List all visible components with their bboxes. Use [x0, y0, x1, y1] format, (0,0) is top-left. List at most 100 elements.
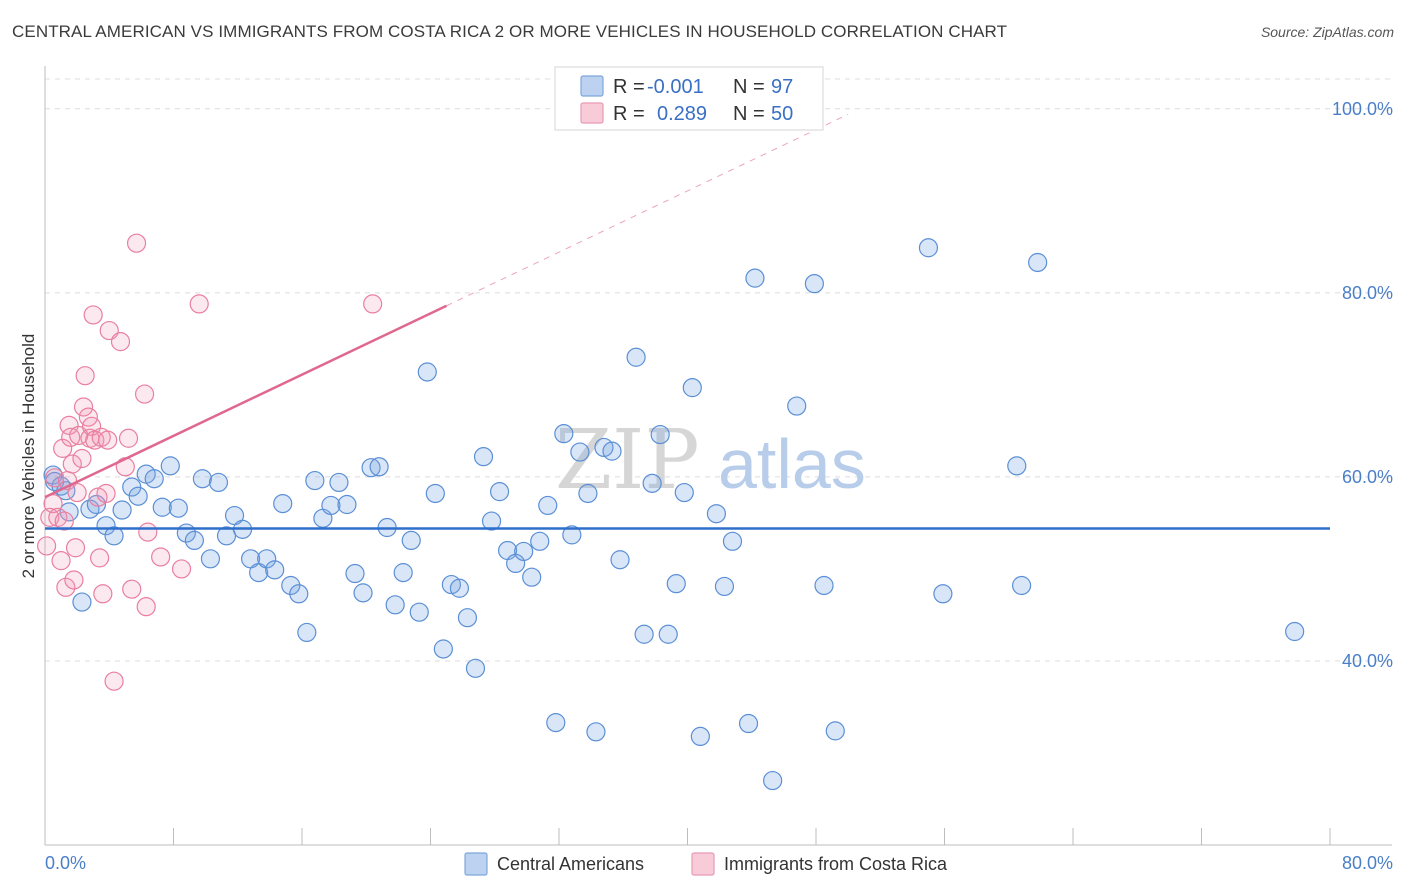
data-point-central-american [72, 592, 92, 612]
legend-swatch-pink [580, 102, 604, 124]
data-point-costa-rica [73, 397, 94, 417]
bottom-legend: Central Americans Immigrants from Costa … [464, 852, 948, 876]
data-point-central-american [104, 526, 124, 546]
data-point-costa-rica [83, 305, 103, 325]
source-label: Source: ZipAtlas.com [1260, 24, 1394, 40]
data-point-costa-rica [96, 483, 116, 504]
data-point-central-american [642, 473, 662, 493]
data-point-costa-rica [93, 584, 113, 604]
x-tick-label: 80.0% [1342, 853, 1393, 873]
data-point-central-american [289, 584, 309, 604]
data-point-central-american [86, 494, 107, 515]
bottom-legend-label-pink: Immigrants from Costa Rica [724, 854, 948, 874]
data-point-central-american [393, 563, 413, 583]
data-point-central-american [457, 608, 478, 628]
data-point-central-american [425, 483, 445, 504]
data-point-central-american [554, 424, 574, 444]
data-point-costa-rica [62, 454, 82, 474]
data-point-costa-rica [115, 457, 135, 477]
legend-r-label-blue: R = [613, 76, 645, 98]
data-point-central-american [706, 504, 727, 524]
data-point-central-american [329, 472, 349, 493]
points-layer [37, 233, 1305, 791]
data-point-central-american [297, 622, 317, 643]
data-point-central-american [273, 493, 293, 514]
data-point-central-american [152, 497, 172, 517]
data-point-central-american [610, 550, 630, 570]
chart-title: CENTRAL AMERICAN VS IMMIGRANTS FROM COST… [12, 22, 1008, 41]
data-point-central-american [409, 602, 429, 622]
data-point-costa-rica [64, 570, 84, 590]
data-point-central-american [787, 396, 807, 416]
data-point-costa-rica [136, 597, 156, 617]
data-point-central-american [666, 574, 686, 594]
bottom-legend-label-blue: Central Americans [497, 854, 644, 874]
data-point-central-american [1285, 621, 1305, 642]
y-axis-label: 2 or more Vehicles in Household [19, 334, 38, 579]
data-point-central-american [369, 457, 389, 477]
data-point-central-american [465, 658, 486, 678]
legend-n-label-blue: N = [733, 76, 765, 98]
bottom-legend-swatch-blue [464, 852, 488, 876]
data-point-central-american [168, 498, 188, 518]
legend-swatch-blue [580, 75, 604, 97]
data-point-costa-rica [110, 332, 131, 352]
watermark-atlas: atlas [718, 425, 866, 503]
bottom-legend-swatch-pink [691, 852, 715, 876]
data-point-costa-rica [37, 536, 57, 556]
y-tick-label: 60.0% [1342, 467, 1393, 487]
data-point-central-american [417, 362, 437, 382]
data-point-costa-rica [118, 428, 139, 448]
trend-line-costa-rica-extension [446, 113, 849, 307]
data-point-central-american [473, 447, 494, 467]
data-point-costa-rica [122, 579, 142, 599]
data-point-central-american [481, 511, 502, 531]
y-tick-label: 100.0% [1332, 99, 1393, 119]
data-point-costa-rica [363, 294, 383, 314]
data-point-central-american [1028, 252, 1048, 273]
data-point-central-american [546, 713, 566, 733]
trend-layer [44, 113, 1330, 530]
data-point-central-american [602, 441, 622, 461]
legend-n-value-pink: 50 [771, 103, 793, 125]
data-point-central-american [562, 525, 582, 545]
data-point-central-american [128, 486, 148, 506]
data-point-central-american [433, 639, 453, 659]
data-point-central-american [682, 378, 702, 398]
legend-r-value-blue: -0.001 [647, 76, 704, 98]
data-point-costa-rica [59, 415, 79, 435]
data-point-central-american [257, 549, 277, 569]
data-point-central-american [200, 549, 221, 569]
data-point-central-american [265, 560, 285, 580]
data-point-central-american [763, 770, 783, 791]
data-point-central-american [96, 516, 116, 536]
watermark: ZIP atlas [555, 413, 866, 508]
data-point-central-american [650, 424, 670, 445]
data-point-central-american [714, 576, 735, 597]
axis-layer [44, 66, 1392, 846]
data-point-central-american [538, 495, 558, 516]
data-point-central-american [690, 726, 710, 747]
legend: R = -0.001 N = 97 R = 0.289 N = 50 [554, 66, 824, 131]
data-point-central-american [586, 722, 606, 742]
x-tick-label: 0.0% [45, 853, 86, 873]
data-point-central-american [578, 483, 598, 504]
data-point-costa-rica [104, 671, 124, 691]
data-point-costa-rica [98, 430, 118, 450]
data-point-central-american [208, 472, 229, 493]
data-point-central-american [385, 595, 405, 615]
data-point-central-american [658, 624, 678, 644]
data-point-costa-rica [90, 548, 110, 568]
data-point-costa-rica [48, 507, 68, 527]
data-point-central-american [321, 495, 341, 516]
data-point-central-american [144, 469, 164, 489]
y-tick-label: 40.0% [1342, 651, 1393, 671]
data-point-central-american [570, 442, 590, 462]
data-point-central-american [160, 456, 180, 476]
data-point-costa-rica [56, 577, 76, 597]
data-point-costa-rica [138, 522, 158, 542]
data-point-central-american [1011, 575, 1032, 596]
data-point-central-american [345, 563, 365, 584]
data-point-central-american [722, 531, 743, 551]
